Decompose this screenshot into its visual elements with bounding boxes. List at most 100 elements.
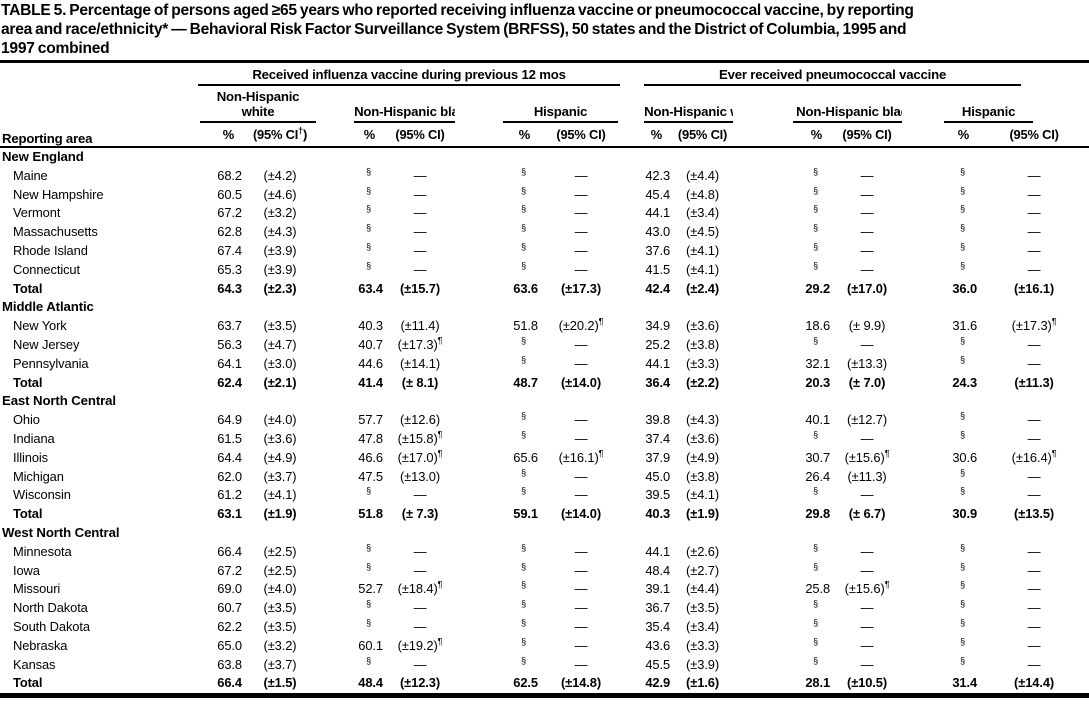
wide-ci-footnote-mark: ¶ [437, 580, 443, 591]
pct-value: 44.1 [645, 205, 671, 221]
ci-value: (±4.3) [263, 224, 297, 240]
pct-value: 64.1 [217, 355, 242, 371]
ci-value: (±2.1) [263, 374, 297, 390]
section-label: New England [2, 149, 84, 164]
ci-value: (±3.9) [263, 242, 297, 258]
pct-value: § [902, 580, 979, 599]
ci-value: — [860, 242, 874, 258]
ci-value: — [860, 205, 874, 221]
state-label: Iowa [13, 562, 40, 578]
ci-value: (±3.8) [686, 468, 720, 484]
pct-value: 61.5 [217, 430, 242, 446]
pct-value: 37.9 [645, 449, 671, 465]
small-sample-footnote-mark: § [521, 354, 526, 365]
pct-value: 45.4 [645, 186, 671, 202]
small-sample-footnote-mark: § [521, 599, 526, 609]
ci-value: — [1027, 205, 1041, 221]
table-row: New York 63.7 (±3.5) 40.3 (±11.4) 51.8 (±20.2)… [0, 317, 1089, 336]
pct-value: 66.4 [217, 543, 242, 559]
state-label: New Jersey [13, 336, 80, 352]
pct-value: 37.6 [645, 242, 671, 258]
pct-column-header: % [902, 123, 980, 148]
small-sample-footnote-mark: § [521, 223, 526, 233]
small-sample-footnote-mark: § [366, 655, 371, 666]
pct-value: 28.1 [805, 675, 831, 691]
small-sample-footnote-mark: § [521, 204, 526, 215]
pct-value: § [902, 204, 979, 223]
pct-value: 51.8 [358, 506, 383, 522]
ci-value: — [1027, 581, 1041, 597]
table-row: Indiana 61.5 (±3.6) 47.8 (±15.8)¶ § — 37.4 (±3.6… [0, 430, 1089, 449]
ci-value: — [413, 186, 427, 202]
ci-value: — [1027, 412, 1041, 428]
ci-value: (±4.1) [263, 487, 297, 503]
small-sample-footnote-mark: § [521, 561, 526, 572]
ci-value: — [860, 543, 874, 559]
small-sample-footnote-mark: § [813, 241, 819, 252]
state-label: South Dakota [13, 618, 90, 634]
pct-value: 64.4 [217, 449, 242, 465]
table-title-line-2: area and race/ethnicity* — Behavioral Ri… [1, 21, 907, 38]
ci-value: (±4.8) [686, 186, 720, 202]
pct-value: § [733, 543, 832, 562]
pct-value: 26.4 [805, 468, 831, 484]
pct-value: 62.8 [217, 224, 242, 240]
section-row: New England [0, 147, 1089, 167]
ci-value: (±17.3)¶ [397, 335, 443, 352]
small-sample-footnote-mark: § [521, 617, 526, 628]
pct-value: 46.6 [358, 449, 383, 465]
small-sample-footnote-mark: § [813, 335, 819, 346]
ci-value: — [413, 562, 427, 578]
pct-value: 63.8 [217, 656, 242, 672]
small-sample-footnote-mark: § [960, 655, 966, 666]
table-title-line-1: TABLE 5. Percentage of persons aged ≥65 … [1, 2, 914, 19]
table-row: Wisconsin 61.2 (±4.1) § — § — 39.5 (±4.1) § — § — [0, 486, 1089, 505]
small-sample-footnote-mark: § [960, 486, 966, 497]
flu-nh-white-header: Non-Hispanic white [180, 86, 316, 123]
total-row: Total 63.1 (±1.9) 51.8 (± 7.3) 59.1 (±14.0) 40.… [0, 505, 1089, 524]
pct-value: § [316, 486, 385, 505]
small-sample-footnote-mark: § [813, 599, 819, 609]
small-sample-footnote-mark: § [521, 655, 526, 666]
state-label: Minnesota [13, 543, 72, 559]
pct-value: § [316, 618, 385, 637]
ci-value: (±14.8) [560, 675, 602, 691]
pct-value: § [455, 167, 540, 186]
pct-value: 66.4 [217, 675, 242, 691]
pct-value: 36.7 [645, 600, 671, 616]
ci-value: — [413, 656, 427, 672]
pct-value: 20.3 [805, 374, 831, 390]
ci-value: (±4.6) [263, 186, 297, 202]
ci-value: — [860, 487, 874, 503]
ci-value: (±3.2) [263, 637, 297, 653]
state-label: New York [13, 318, 67, 334]
pct-value: § [455, 468, 540, 487]
state-label: New Hampshire [13, 186, 104, 202]
ci-value: — [574, 468, 588, 484]
ci-value: (±2.3) [263, 280, 297, 296]
ci-value: (±3.5) [263, 600, 297, 616]
pct-value: 47.8 [358, 430, 383, 446]
ci-value: (±16.1)¶ [558, 448, 604, 465]
small-sample-footnote-mark: § [960, 636, 966, 647]
table-row: Illinois 64.4 (±4.9) 46.6 (±17.0)¶ 65.6 (±16.1… [0, 449, 1089, 468]
ci-value: (±3.4) [686, 205, 720, 221]
small-sample-footnote-mark: § [813, 636, 819, 647]
pct-value: 62.4 [217, 374, 242, 390]
ci-value: (±11.3) [847, 468, 887, 484]
state-label: Connecticut [13, 261, 80, 277]
small-sample-footnote-mark: § [813, 204, 819, 215]
ci-value: (±1.9) [686, 506, 720, 522]
table-row: Minnesota 66.4 (±2.5) § — § — 44.1 (±2.6) § — § — [0, 543, 1089, 562]
pct-value: 35.4 [645, 618, 671, 634]
pct-value: 41.4 [358, 374, 383, 390]
pct-value: § [902, 562, 979, 581]
pct-value: § [455, 204, 540, 223]
small-sample-footnote-mark: § [521, 166, 526, 177]
pct-value: 52.7 [358, 581, 383, 597]
dagger-footnote-mark: † [298, 125, 303, 136]
ci-value: (±2.6) [686, 543, 720, 559]
state-label: Massachusetts [13, 224, 98, 240]
state-label: North Dakota [13, 600, 88, 616]
